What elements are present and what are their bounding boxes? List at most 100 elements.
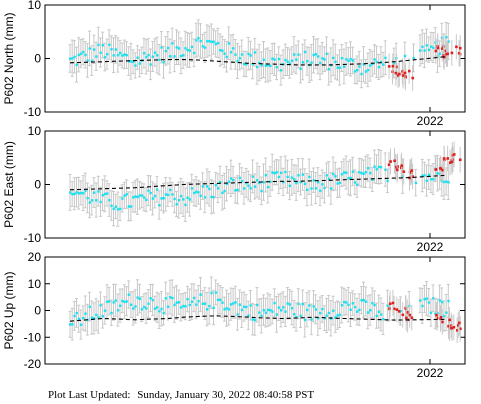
data-point — [175, 301, 178, 304]
data-point — [151, 197, 155, 200]
data-point — [355, 183, 359, 187]
data-point — [366, 68, 370, 72]
data-point — [240, 53, 244, 56]
data-point — [284, 58, 287, 62]
data-point-red — [411, 175, 415, 178]
data-point — [279, 309, 283, 312]
data-point — [90, 199, 94, 202]
data-point — [197, 36, 200, 40]
data-point-red — [434, 168, 438, 171]
data-point — [236, 60, 239, 63]
data-point — [447, 40, 450, 43]
data-point — [160, 307, 163, 311]
data-point — [371, 301, 374, 305]
data-point — [75, 63, 78, 67]
data-point — [301, 302, 305, 306]
data-point — [360, 171, 363, 175]
data-point — [145, 198, 148, 202]
y-tick-label: -10 — [24, 105, 42, 119]
data-point — [73, 192, 76, 196]
data-point — [99, 51, 102, 54]
data-point — [382, 63, 385, 66]
data-point — [82, 192, 85, 195]
data-point — [286, 175, 289, 179]
data-point — [301, 61, 305, 64]
data-point — [97, 43, 100, 47]
data-point — [425, 44, 428, 47]
data-point — [79, 191, 83, 195]
data-point — [345, 301, 348, 304]
data-point — [232, 178, 235, 182]
data-point — [173, 303, 176, 307]
data-point — [279, 171, 283, 175]
data-point — [245, 305, 248, 309]
data-point — [371, 178, 374, 182]
data-point — [92, 317, 96, 320]
data-point — [223, 308, 226, 311]
data-point — [77, 317, 81, 321]
data-point — [260, 189, 263, 193]
data-point — [173, 55, 176, 58]
data-point — [136, 56, 139, 59]
data-point — [266, 308, 270, 312]
data-point-red — [407, 69, 411, 73]
data-point — [312, 305, 315, 308]
data-point — [82, 316, 85, 320]
data-point — [258, 61, 261, 65]
data-point — [140, 308, 144, 311]
data-point — [292, 313, 296, 316]
data-point-red — [455, 329, 459, 332]
data-point — [249, 304, 252, 307]
data-point — [260, 64, 263, 67]
data-point — [442, 314, 446, 318]
data-point — [427, 301, 431, 304]
data-point — [316, 181, 320, 184]
data-point — [134, 195, 137, 198]
data-point — [232, 302, 235, 305]
data-point-red — [442, 157, 446, 160]
data-point — [162, 61, 165, 64]
data-point — [353, 305, 357, 309]
data-point-red — [436, 46, 440, 50]
data-point — [295, 181, 298, 185]
data-point — [73, 314, 76, 318]
data-point — [436, 311, 439, 315]
y-axis-label: P602 East (mm) — [2, 141, 16, 228]
data-point — [308, 304, 311, 307]
data-point — [310, 187, 313, 190]
data-point — [284, 310, 287, 313]
data-point — [186, 48, 189, 52]
data-point-red — [452, 153, 456, 156]
data-point — [319, 189, 322, 192]
data-point — [136, 195, 139, 199]
data-point — [203, 46, 207, 49]
data-point — [179, 194, 183, 198]
data-point — [314, 187, 318, 190]
data-point — [112, 54, 115, 57]
data-point — [445, 36, 448, 39]
y-tick-label: 0 — [34, 304, 41, 318]
data-point — [232, 47, 235, 50]
data-point — [327, 311, 331, 315]
data-point-red — [450, 326, 454, 330]
data-point — [171, 296, 174, 300]
data-point — [112, 301, 115, 304]
data-point — [262, 181, 265, 184]
data-point — [275, 171, 278, 174]
data-point — [275, 65, 278, 69]
data-point — [321, 183, 324, 186]
data-point — [208, 187, 211, 191]
data-point — [266, 185, 270, 189]
data-point — [375, 168, 378, 171]
data-point — [429, 178, 433, 181]
data-point — [151, 298, 155, 302]
data-point — [316, 55, 320, 58]
data-point — [136, 296, 139, 299]
data-point-red — [444, 49, 448, 53]
data-point — [432, 297, 435, 300]
data-point — [155, 54, 159, 57]
data-point — [355, 310, 359, 313]
data-point — [332, 56, 335, 60]
data-point — [210, 291, 213, 295]
data-point — [179, 54, 183, 58]
